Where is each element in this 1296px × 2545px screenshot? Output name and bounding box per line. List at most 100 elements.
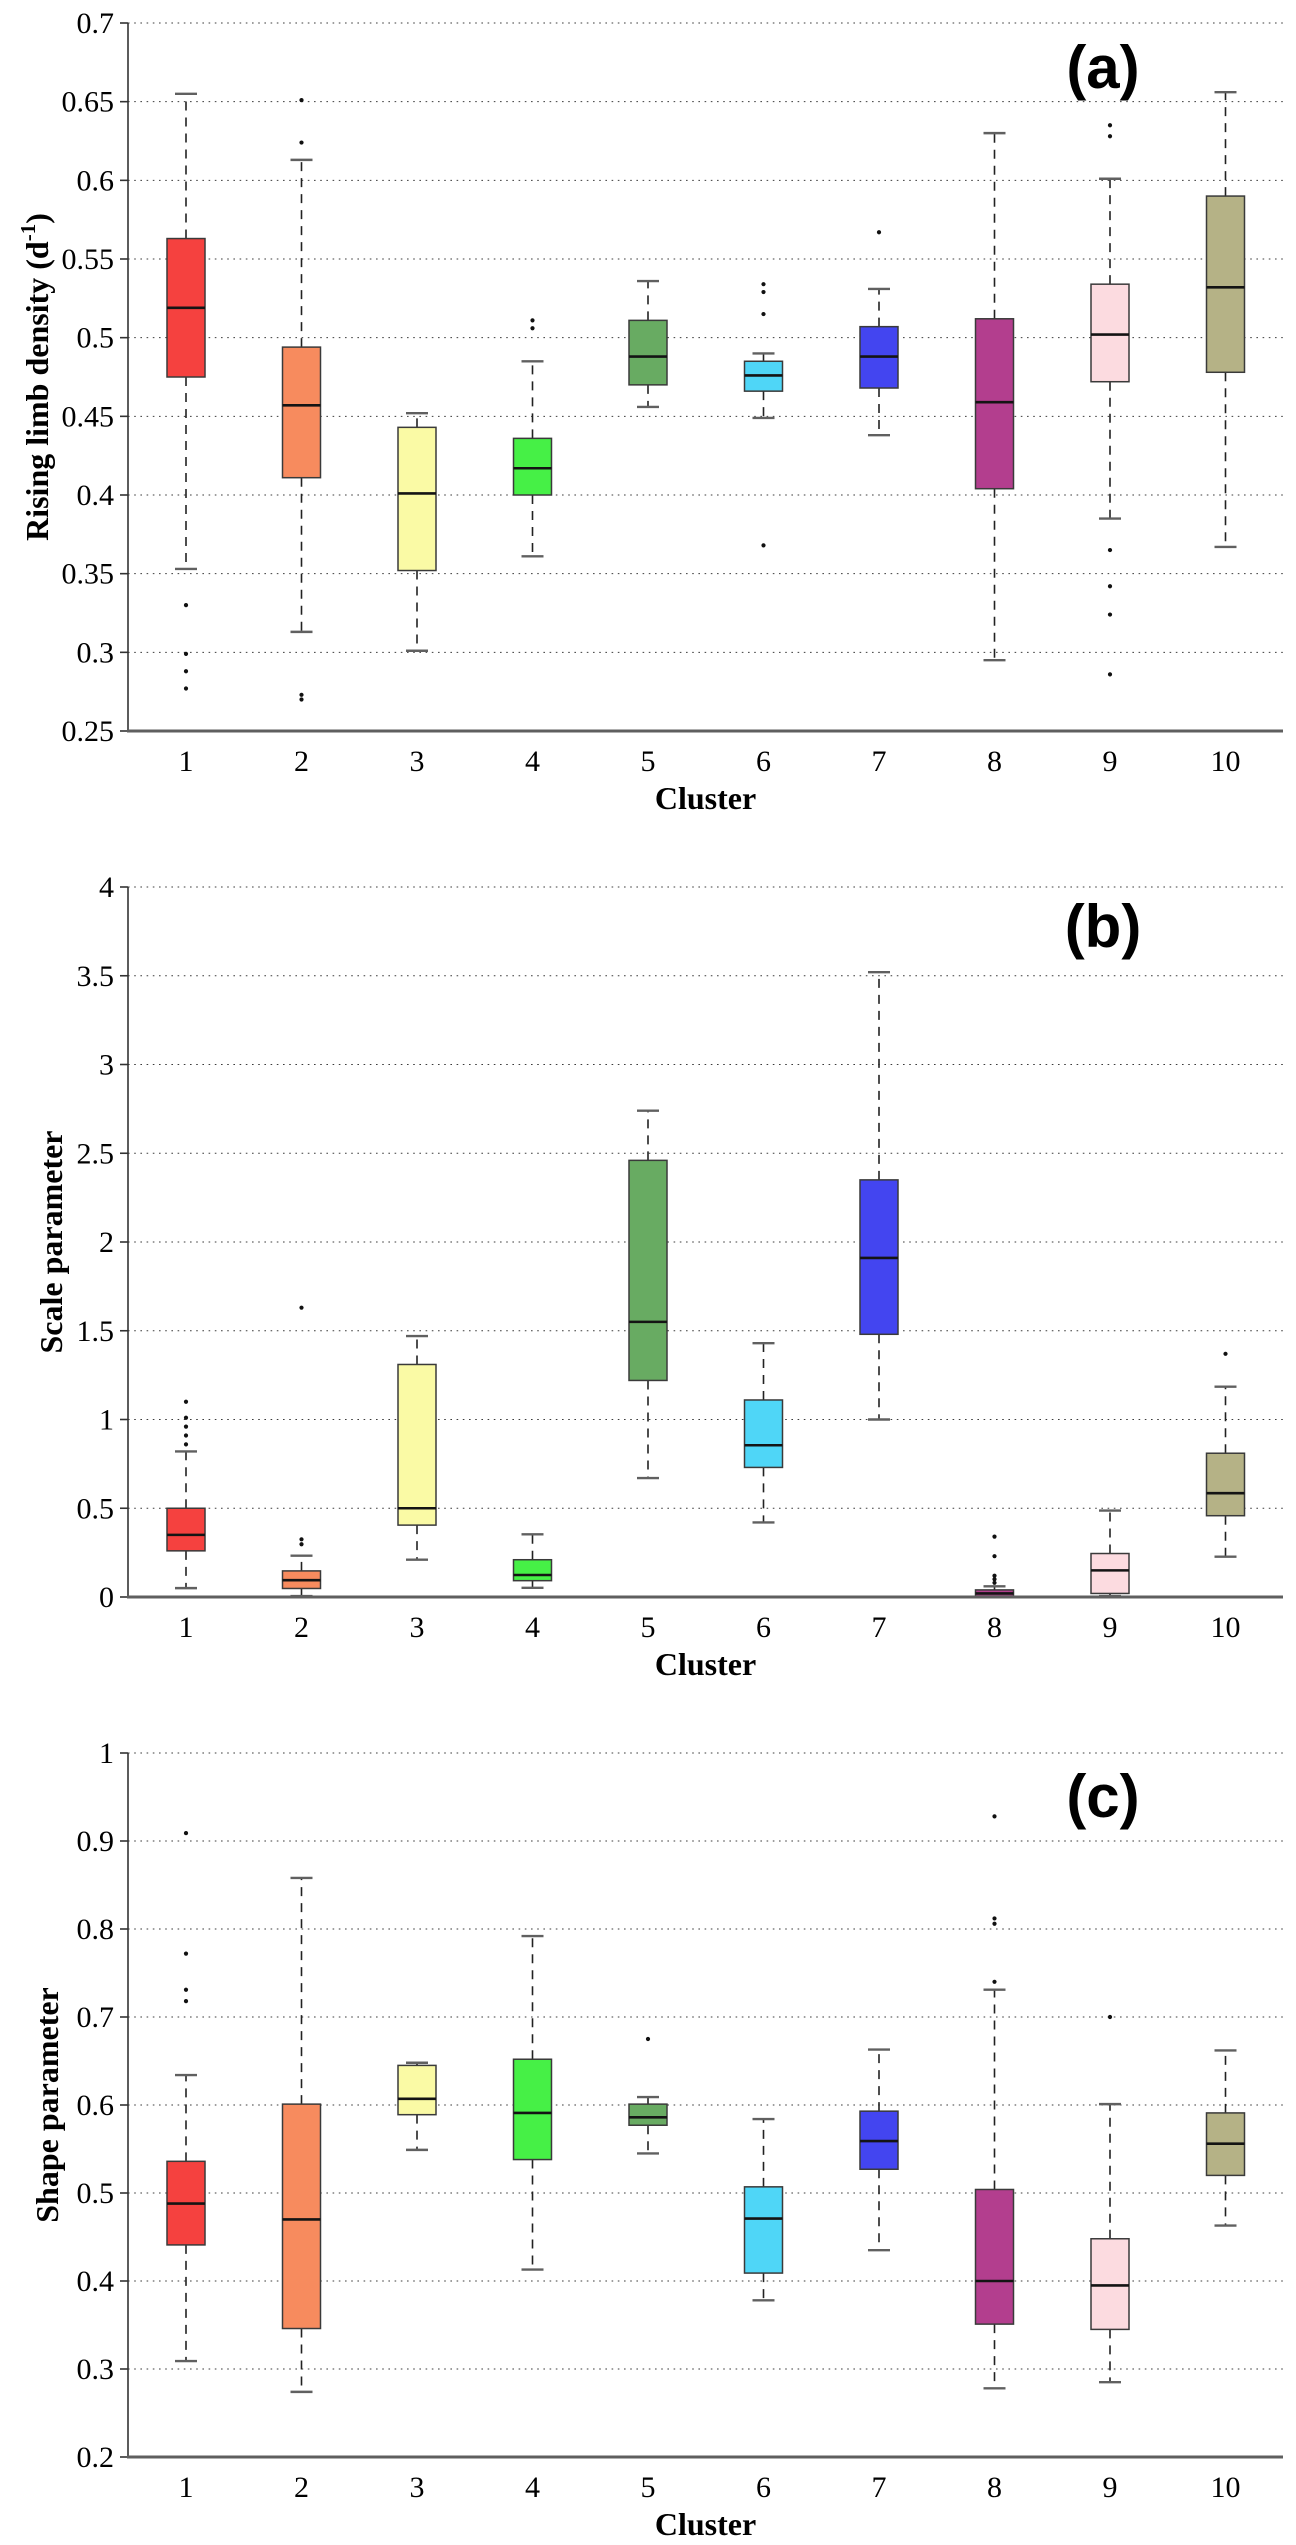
outlier-dot: [992, 1979, 997, 1984]
x-axis-title: Cluster: [655, 780, 756, 816]
x-tick-label: 9: [1103, 745, 1118, 778]
outlier-dot: [1223, 1351, 1228, 1356]
x-tick-label: 10: [1211, 745, 1241, 778]
y-tick-label: 0.8: [77, 1913, 115, 1946]
box-cluster-6: [743, 1399, 784, 1469]
outlier-dot: [992, 1534, 997, 1539]
box-cluster-3: [397, 1363, 437, 1526]
outlier-dot: [1107, 547, 1113, 553]
panel-label: (c): [1066, 1763, 1139, 1830]
box-cluster-9: [1090, 283, 1130, 383]
y-tick-label: 2.5: [77, 1137, 115, 1170]
y-tick-label: 0.25: [62, 715, 115, 748]
x-tick-label: 4: [525, 745, 540, 778]
x-tick-label: 5: [641, 745, 656, 778]
outlier-dot: [1107, 123, 1113, 128]
x-tick-label: 9: [1103, 1611, 1118, 1644]
outlier-dot: [530, 318, 535, 323]
outlier-dot: [761, 311, 766, 317]
outlier-dot: [1107, 584, 1113, 589]
x-tick-label: 7: [872, 745, 887, 778]
y-tick-label: 1.5: [77, 1315, 115, 1348]
outlier-dot: [183, 1987, 189, 1992]
y-tick-label: 0.5: [77, 322, 115, 355]
outlier-dot: [992, 1577, 997, 1582]
box-cluster-4: [512, 437, 553, 496]
y-tick-label: 2: [99, 1226, 114, 1259]
x-tick-label: 6: [756, 1611, 771, 1644]
box-cluster-4: [512, 1558, 553, 1582]
y-tick-label: 3.5: [77, 960, 115, 993]
y-tick-label: 0.4: [77, 2265, 115, 2298]
x-tick-label: 3: [410, 2471, 425, 2504]
outlier-dot: [992, 1916, 997, 1921]
y-tick-label: 1: [99, 1404, 114, 1437]
outlier-dot: [299, 1305, 304, 1310]
outlier-dot: [992, 1921, 997, 1926]
y-tick-label: 4: [99, 871, 114, 904]
y-tick-label: 3: [99, 1049, 114, 1082]
outlier-dot: [530, 326, 535, 331]
outlier-dot: [183, 1951, 189, 1956]
outlier-dot: [183, 1830, 189, 1836]
x-tick-label: 5: [641, 1611, 656, 1644]
x-axis-title: Cluster: [655, 2506, 756, 2542]
x-tick-label: 7: [872, 1611, 887, 1644]
outlier-dot: [183, 1433, 189, 1438]
x-tick-label: 3: [410, 1611, 425, 1644]
outlier-dot: [761, 289, 766, 295]
y-tick-label: 0.6: [77, 164, 115, 197]
outlier-dot: [299, 1542, 304, 1547]
y-tick-label: 0.5: [77, 1492, 115, 1525]
outlier-dot: [183, 1415, 189, 1420]
x-tick-label: 1: [179, 1611, 194, 1644]
x-tick-label: 4: [525, 1611, 540, 1644]
y-axis-title: Rising limb density (d-1): [16, 213, 55, 541]
box-cluster-2: [281, 2103, 322, 2330]
outlier-dot: [299, 97, 304, 103]
outlier-dot: [992, 1554, 997, 1559]
box-cluster-10: [1205, 1452, 1246, 1517]
y-tick-label: 0.45: [62, 400, 115, 433]
x-tick-label: 6: [756, 2471, 771, 2504]
outlier-dot: [992, 1814, 997, 1819]
panel-label: (b): [1065, 893, 1142, 960]
x-tick-label: 1: [179, 745, 194, 778]
x-tick-label: 8: [987, 745, 1002, 778]
box-cluster-1: [166, 1507, 206, 1552]
x-tick-label: 8: [987, 1611, 1002, 1644]
x-tick-label: 6: [756, 745, 771, 778]
y-tick-label: 0.2: [77, 2441, 115, 2474]
outlier-dot: [183, 1999, 189, 2004]
outlier-dot: [1107, 2014, 1113, 2020]
outlier-dot: [299, 1537, 304, 1542]
outlier-dot: [183, 1442, 189, 1447]
outlier-dot: [183, 603, 189, 608]
box-cluster-2: [281, 346, 322, 479]
y-tick-label: 0.5: [77, 2177, 115, 2210]
box-cluster-8: [974, 318, 1015, 490]
outlier-dot: [183, 669, 189, 674]
y-tick-label: 0.9: [77, 1825, 115, 1858]
x-tick-label: 8: [987, 2471, 1002, 2504]
x-tick-label: 2: [294, 745, 309, 778]
x-axis-title: Cluster: [655, 1646, 756, 1682]
x-tick-label: 2: [294, 2471, 309, 2504]
outlier-dot: [183, 1424, 189, 1429]
box-cluster-9: [1090, 2238, 1130, 2331]
outlier-dot: [992, 1580, 997, 1585]
outlier-dot: [183, 1399, 189, 1404]
y-axis-title: Scale parameter: [33, 1130, 69, 1353]
y-tick-label: 0.7: [77, 7, 115, 40]
y-tick-label: 0.4: [77, 479, 115, 512]
x-tick-label: 7: [872, 2471, 887, 2504]
y-tick-label: 1: [99, 1737, 114, 1770]
y-tick-label: 0.3: [77, 636, 115, 669]
y-tick-label: 0.55: [62, 243, 115, 276]
box-cluster-3: [397, 426, 437, 572]
outlier-dot: [1107, 612, 1113, 617]
y-tick-label: 0.65: [62, 86, 115, 119]
x-tick-label: 1: [179, 2471, 194, 2504]
outlier-dot: [876, 230, 882, 235]
